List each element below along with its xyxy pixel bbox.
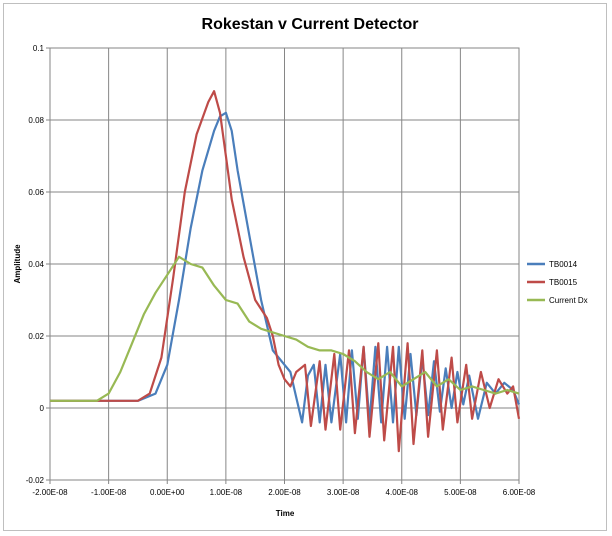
series-line-1 <box>50 111 521 424</box>
y-tick-label: 0.02 <box>28 332 44 341</box>
y-tick-label: 0 <box>40 404 45 413</box>
y-axis-title: Amplitude <box>13 244 22 284</box>
legend-label-1: TB0014 <box>549 260 578 269</box>
y-tick-label: 0.08 <box>28 116 44 125</box>
series-layer <box>50 90 521 453</box>
x-tick-label: 6.00E-08 <box>503 488 536 497</box>
grid-layer <box>46 47 520 484</box>
x-tick-label: 5.00E-08 <box>444 488 477 497</box>
x-tick-label: 1.00E-08 <box>210 488 243 497</box>
y-tick-label: 0.04 <box>28 260 44 269</box>
series-line-2 <box>50 90 521 453</box>
x-axis-title: Time <box>276 509 295 518</box>
x-tick-label: -2.00E-08 <box>32 488 68 497</box>
legend-label-2: TB0015 <box>549 278 578 287</box>
x-tick-label: -1.00E-08 <box>91 488 127 497</box>
series-line-3 <box>50 255 520 402</box>
tick-label-layer: -2.00E-08 -1.00E-08 0.00E+00 1.00E-08 2.00E-… <box>26 44 536 497</box>
chart-title: Rokestan v Current Detector <box>202 16 419 33</box>
chart-frame <box>3 3 607 531</box>
y-tick-label: 0.1 <box>33 44 45 53</box>
y-tick-label: 0.06 <box>28 188 44 197</box>
x-tick-label: 3.00E-08 <box>327 488 360 497</box>
plot-area-border <box>49 47 520 481</box>
y-tick-label: -0.02 <box>26 476 45 485</box>
legend: TB0014 TB0015 Current Dx <box>527 260 588 305</box>
x-tick-label: 0.00E+00 <box>150 488 185 497</box>
x-tick-label: 2.00E-08 <box>268 488 301 497</box>
legend-label-3: Current Dx <box>549 296 588 305</box>
x-tick-label: 4.00E-08 <box>386 488 419 497</box>
